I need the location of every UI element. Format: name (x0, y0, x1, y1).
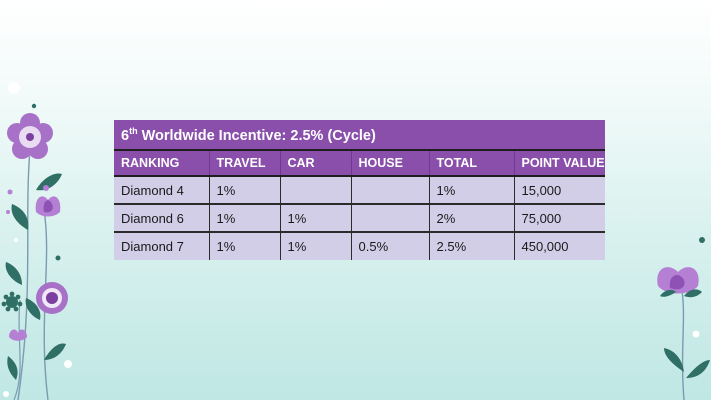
incentive-table: 6th Worldwide Incentive: 2.5% (Cycle) RA… (114, 120, 606, 260)
cell-house: 0.5% (351, 232, 430, 260)
cell-car (280, 176, 352, 205)
cell-house (351, 204, 430, 233)
header-point-value: POINT VALUE (514, 150, 606, 177)
cell-travel: 1% (209, 176, 281, 205)
cell-point-value: 75,000 (514, 204, 606, 233)
cell-total: 2% (429, 204, 515, 233)
cell-ranking: Diamond 7 (114, 232, 210, 260)
cell-travel: 1% (209, 204, 281, 233)
header-total: TOTAL (429, 150, 515, 177)
cell-ranking: Diamond 6 (114, 204, 210, 233)
table-title-row: 6th Worldwide Incentive: 2.5% (Cycle) (114, 120, 606, 151)
cell-house (351, 176, 430, 205)
cell-point-value: 15,000 (514, 176, 606, 205)
table-row: Diamond 7 1% 1% 0.5% 2.5% 450,000 (114, 232, 606, 260)
cell-car: 1% (280, 204, 352, 233)
cell-total: 1% (429, 176, 515, 205)
title-text: Worldwide Incentive: 2.5% (Cycle) (137, 127, 376, 144)
table-row: Diamond 4 1% 1% 15,000 (114, 176, 606, 205)
cell-point-value: 450,000 (514, 232, 606, 260)
cell-ranking: Diamond 4 (114, 176, 210, 205)
header-ranking: RANKING (114, 150, 210, 177)
header-travel: TRAVEL (209, 150, 281, 177)
header-car: CAR (280, 150, 352, 177)
title-ordinal-suffix: th (129, 125, 138, 136)
table-header-row: RANKING TRAVEL CAR HOUSE TOTAL POINT VAL… (114, 150, 606, 177)
cell-car: 1% (280, 232, 352, 260)
table-row: Diamond 6 1% 1% 2% 75,000 (114, 204, 606, 233)
header-house: HOUSE (351, 150, 430, 177)
cell-travel: 1% (209, 232, 281, 260)
cell-total: 2.5% (429, 232, 515, 260)
table-title: 6th Worldwide Incentive: 2.5% (Cycle) (114, 120, 606, 151)
title-ordinal: 6 (121, 127, 130, 144)
